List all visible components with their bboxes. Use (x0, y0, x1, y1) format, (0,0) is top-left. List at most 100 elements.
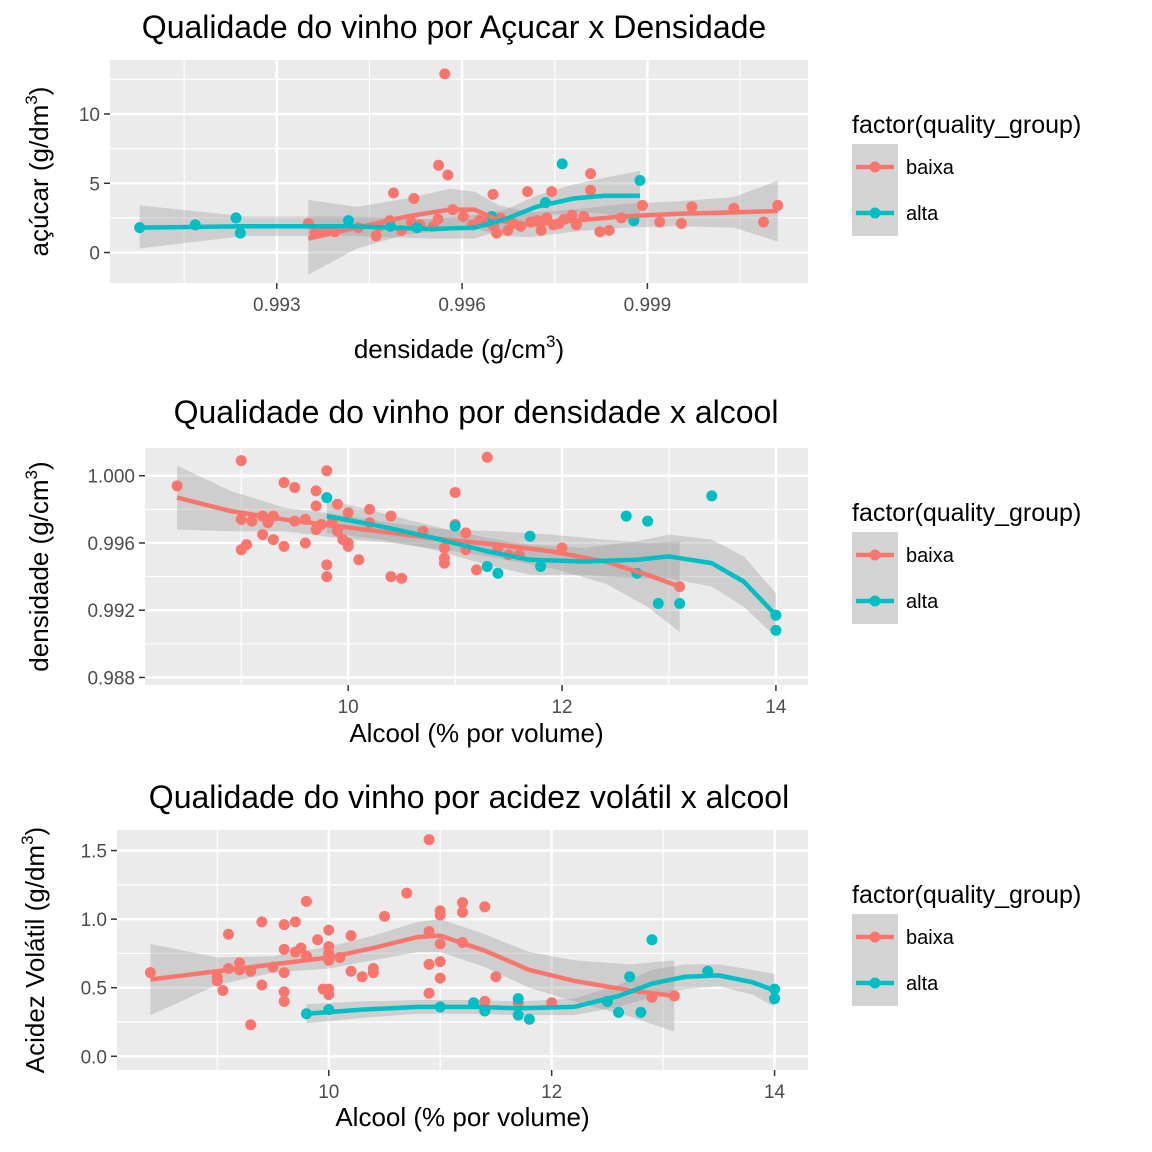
point-baixa (481, 451, 493, 463)
point-baixa (289, 916, 301, 928)
point-baixa (491, 227, 503, 239)
point-baixa (654, 216, 666, 228)
point-baixa (546, 186, 558, 198)
x-tick-label: 14 (764, 1082, 786, 1103)
point-baixa (603, 224, 615, 236)
point-baixa (535, 224, 547, 236)
confidence-band-alta (139, 170, 640, 249)
confidence-band-baixa (177, 465, 680, 633)
point-baixa (457, 897, 468, 909)
y-tick-label: 1.0 (81, 910, 107, 931)
legend-point-alta (869, 595, 881, 607)
point-alta (512, 993, 524, 1005)
point-baixa (364, 503, 376, 515)
point-baixa (278, 995, 290, 1007)
legend-label-baixa: baixa (906, 157, 955, 179)
point-baixa (433, 159, 445, 171)
point-baixa (432, 213, 444, 225)
point-baixa (356, 971, 368, 983)
y-axis-title: densidade (g/cm3) (22, 461, 54, 671)
point-baixa (772, 199, 784, 211)
point-baixa (388, 187, 400, 199)
point-baixa (256, 979, 268, 991)
legend-point-alta (869, 977, 881, 989)
x-tick-label: 14 (765, 697, 787, 718)
point-baixa (449, 487, 461, 499)
point-baixa (222, 928, 234, 940)
legend-title: factor(quality_group) (852, 881, 1081, 909)
point-baixa (345, 965, 357, 977)
point-alta (634, 175, 646, 187)
point-baixa (434, 909, 446, 921)
point-baixa (299, 537, 311, 549)
point-baixa (401, 887, 413, 899)
point-baixa (171, 480, 183, 492)
point-baixa (490, 971, 502, 983)
legend: factor(quality_group)baixa alta (852, 499, 1081, 624)
y-tick-label: 1.000 (87, 467, 135, 488)
chart-panel-1: 0.993 0.996 0.999 0 5 10 Qualidade do vinho po… (22, 9, 1081, 364)
legend: factor(quality_group)baixa alta (852, 111, 1081, 236)
point-baixa (321, 559, 333, 571)
plot-panel (117, 830, 808, 1070)
point-alta (706, 490, 718, 502)
legend: factor(quality_group)baixa alta (852, 881, 1081, 1006)
point-alta (449, 520, 461, 532)
point-baixa (594, 226, 606, 238)
point-alta (769, 993, 781, 1005)
point-baixa (278, 986, 290, 998)
y-axis-title: Acidez Volátil (g/dm3) (18, 827, 50, 1073)
point-baixa (385, 510, 397, 522)
point-baixa (385, 571, 397, 583)
x-tick-label: 0.996 (438, 295, 486, 316)
point-baixa (471, 564, 482, 576)
point-baixa (758, 216, 770, 228)
point-baixa (278, 943, 290, 955)
legend-label-alta: alta (906, 973, 939, 995)
point-baixa (323, 989, 335, 1001)
legend-point-baixa (869, 161, 881, 173)
point-baixa (321, 465, 333, 477)
point-baixa (300, 895, 312, 907)
point-alta (524, 530, 536, 542)
point-baixa (686, 201, 698, 213)
chart-panel-2: 10 12 14 0.988 0.992 0.996 1.000 Qualidade do v… (22, 394, 1081, 748)
point-baixa (278, 919, 290, 931)
point-baixa (321, 571, 333, 583)
legend-label-baixa: baixa (906, 545, 955, 567)
x-tick-label: 0.999 (624, 295, 672, 316)
chart-panel-3: 10 12 14 0.0 0.5 1.0 1.5 Qualidade do vinho por… (18, 779, 1081, 1132)
plot-panel (110, 60, 808, 283)
x-tick-label: 12 (541, 1082, 562, 1103)
legend-title: factor(quality_group) (852, 111, 1081, 139)
point-baixa (541, 212, 553, 224)
point-baixa (434, 938, 446, 950)
point-alta (620, 510, 632, 522)
legend-point-alta (869, 207, 881, 219)
x-axis-title: Alcool (% por volume) (335, 1102, 589, 1132)
point-alta (321, 492, 333, 504)
point-baixa (241, 539, 253, 551)
point-baixa (479, 995, 491, 1007)
y-tick-label: 10 (79, 105, 100, 126)
point-baixa (438, 557, 450, 569)
y-tick-label: 0.992 (87, 601, 135, 622)
point-alta (512, 1009, 524, 1021)
point-baixa (235, 455, 247, 467)
point-baixa (367, 963, 379, 975)
point-baixa (312, 934, 324, 946)
point-alta (492, 567, 504, 579)
point-alta (642, 515, 654, 527)
point-alta (652, 597, 664, 609)
point-baixa (439, 68, 451, 80)
y-tick-label: 0 (89, 244, 100, 265)
point-baixa (585, 184, 597, 196)
point-alta (674, 597, 686, 609)
point-baixa (257, 529, 269, 541)
x-tick-label: 10 (338, 697, 359, 718)
x-tick-label: 12 (551, 697, 572, 718)
point-baixa (353, 554, 365, 566)
point-baixa (310, 500, 322, 512)
point-baixa (310, 485, 322, 497)
legend-title: factor(quality_group) (852, 499, 1081, 527)
